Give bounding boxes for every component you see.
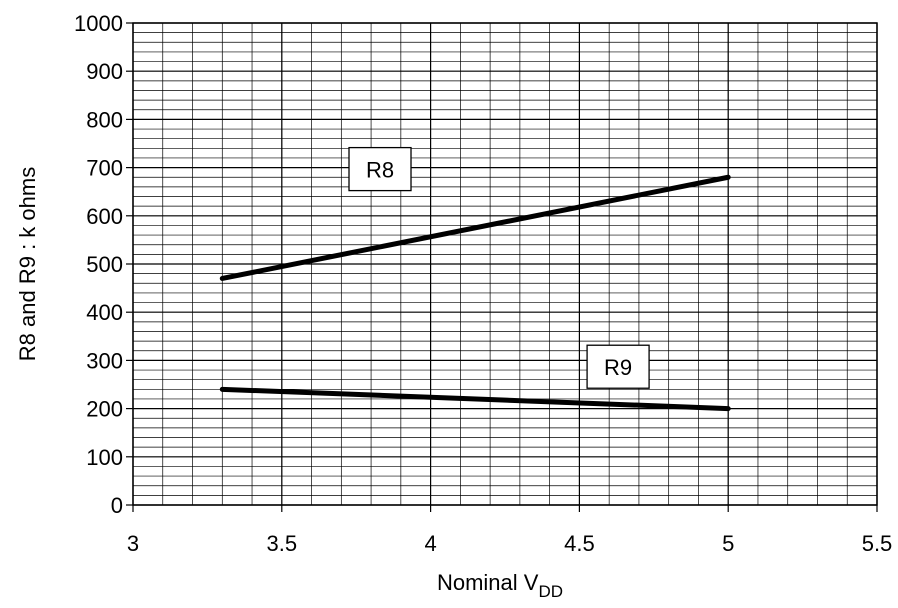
y-tick-label: 0 xyxy=(111,493,123,518)
series-label-r9: R9 xyxy=(586,344,650,389)
y-tick-label: 1000 xyxy=(74,11,123,36)
series-label-text: R9 xyxy=(604,355,632,380)
y-tick-label: 800 xyxy=(86,107,123,132)
series-label-box xyxy=(348,146,412,192)
y-tick-label: 400 xyxy=(86,300,123,325)
series-label-r8: R8 xyxy=(348,146,412,192)
series-lines xyxy=(219,174,731,412)
series-line-r9 xyxy=(219,386,731,412)
x-tick-label: 5.5 xyxy=(862,531,893,556)
y-tick-label: 900 xyxy=(86,59,123,84)
series-labels: R8 R9 xyxy=(348,146,650,389)
major-grid xyxy=(132,22,878,506)
series-label-text: R8 xyxy=(366,158,394,183)
y-axis-title: R8 and R9 : k ohms xyxy=(15,167,40,361)
y-tick-label: 300 xyxy=(86,348,123,373)
x-tick-label: 5 xyxy=(722,531,734,556)
x-tick-label: 4.5 xyxy=(564,531,595,556)
series-line-r8 xyxy=(219,174,731,281)
x-tick-label: 3 xyxy=(127,531,139,556)
series-label-box xyxy=(586,344,650,389)
x-tick-label: 3.5 xyxy=(267,531,298,556)
y-tick-label: 100 xyxy=(86,445,123,470)
x-axis-title-subscript: DD xyxy=(538,582,563,601)
y-tick-label: 600 xyxy=(86,204,123,229)
y-axis-ticks: 0 100 200 300 400 500 600 700 800 900 1000 xyxy=(74,11,133,518)
y-tick-label: 200 xyxy=(86,397,123,422)
x-axis-title-main: Nominal V xyxy=(437,570,539,595)
x-axis-title: Nominal VDD xyxy=(437,570,563,601)
y-tick-label: 500 xyxy=(86,252,123,277)
y-tick-label: 700 xyxy=(86,156,123,181)
x-axis-ticks: 3 3.5 4 4.5 5 5.5 xyxy=(127,505,892,556)
x-tick-label: 4 xyxy=(424,531,436,556)
